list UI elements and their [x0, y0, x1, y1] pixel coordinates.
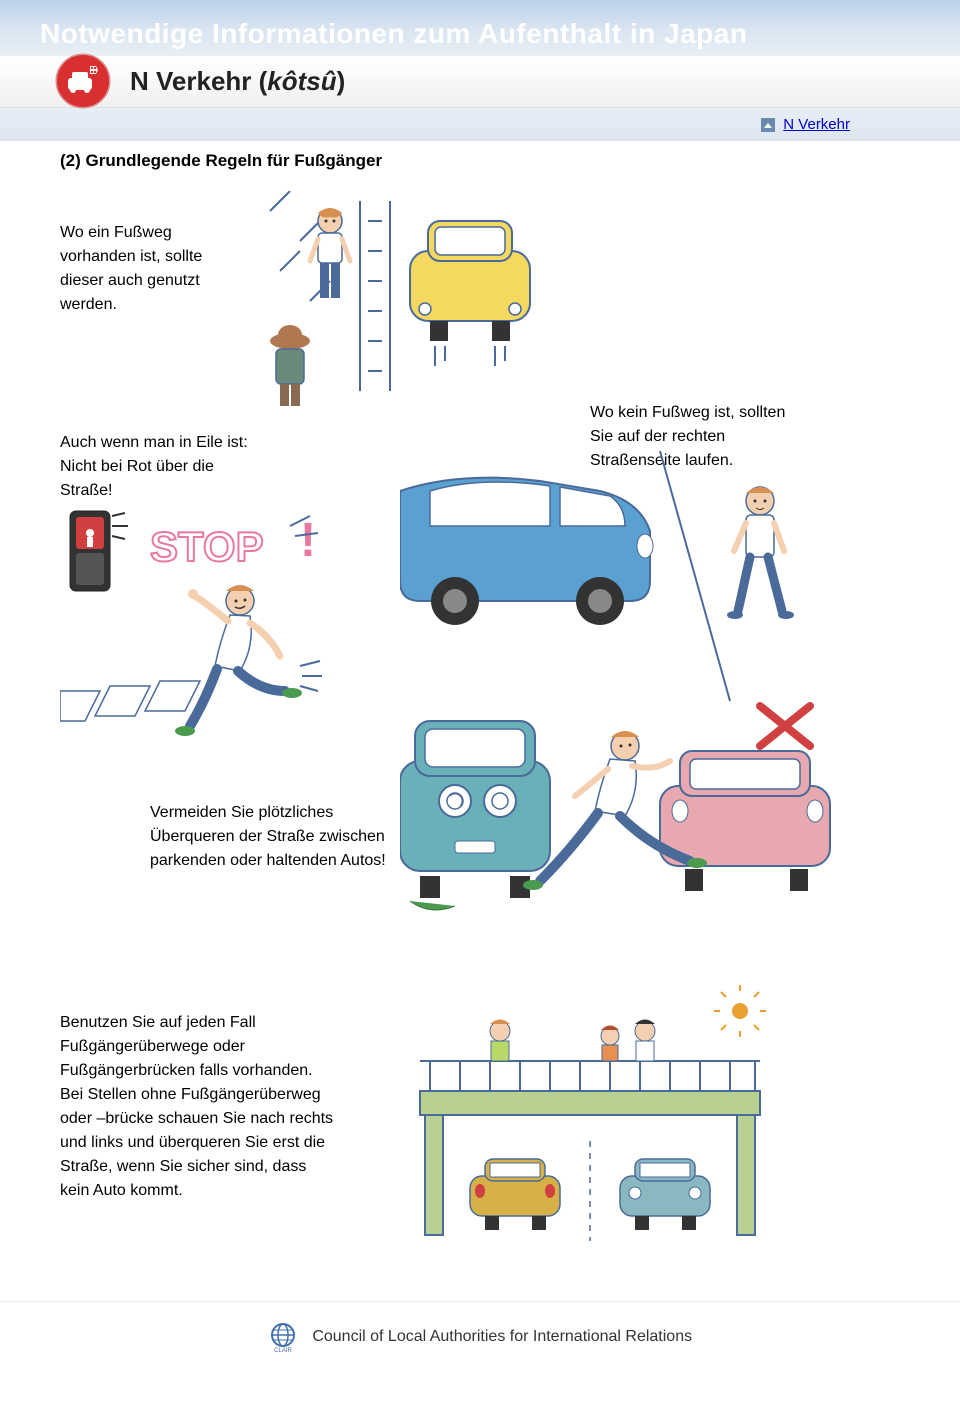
nav-link[interactable]: N Verkehr [783, 116, 850, 133]
footer-logo-icon: CLAIR [268, 1322, 298, 1352]
footer: CLAIR Council of Local Authorities for I… [0, 1301, 960, 1382]
section-title: N Verkehr (kôtsû) [130, 66, 345, 96]
section-title-prefix: N Verkehr ( [130, 66, 267, 96]
illustration-rightside [400, 451, 830, 711]
content-area: (2) Grundlegende Regeln für Fußgänger Wo… [0, 141, 960, 1301]
illustration-sidewalk [260, 191, 560, 411]
section-icon [54, 52, 112, 110]
page-subtitle: (2) Grundlegende Regeln für Fußgänger [60, 151, 900, 171]
up-arrow-icon [761, 118, 775, 132]
nav-row: N Verkehr [0, 108, 960, 141]
text-parkedcars: Vermeiden Sie plötzliches Überqueren der… [150, 801, 390, 873]
svg-text:!: ! [300, 514, 316, 567]
text-sidewalk: Wo ein Fußweg vorhanden ist, sollte dies… [60, 221, 230, 317]
illustration-parkedcars [400, 701, 840, 941]
section-title-italic: kôtsû [267, 66, 336, 96]
header-banner: Notwendige Informationen zum Aufenthalt … [0, 0, 960, 56]
section-title-row: N Verkehr (kôtsû) [0, 56, 960, 108]
header-title: Notwendige Informationen zum Aufenthalt … [40, 18, 920, 50]
svg-text:STOP: STOP [150, 523, 264, 570]
text-bridge: Benutzen Sie auf jeden Fall Fußgängerübe… [60, 1011, 340, 1203]
footer-text: Council of Local Authorities for Interna… [312, 1328, 692, 1345]
section-title-suffix: ) [337, 66, 346, 96]
illustration-bridge [370, 981, 810, 1261]
svg-text:CLAIR: CLAIR [274, 1348, 292, 1352]
illustration-stop: STOP ! [60, 491, 380, 771]
